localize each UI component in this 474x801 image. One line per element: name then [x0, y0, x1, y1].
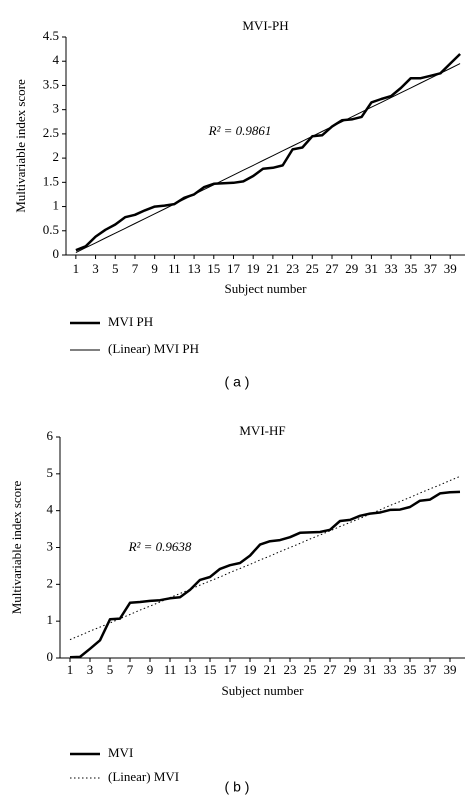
y-axis-title: Multivariable index score [13, 79, 28, 213]
x-tick-label: 1 [73, 261, 80, 276]
x-tick-label: 3 [92, 261, 99, 276]
x-tick-label: 35 [404, 662, 417, 677]
y-tick-label: 0 [53, 246, 60, 261]
y-tick-label: 1 [47, 612, 54, 627]
caption: ( a ) [225, 374, 250, 390]
x-tick-label: 19 [247, 261, 260, 276]
y-tick-label: 3 [47, 538, 54, 553]
series-line [75, 63, 461, 254]
x-tick-label: 31 [364, 662, 377, 677]
y-tick-label: 4 [47, 502, 54, 517]
x-axis-title: Subject number [222, 683, 305, 698]
x-tick-label: 39 [444, 662, 457, 677]
x-tick-label: 9 [151, 261, 158, 276]
caption: ( b ) [225, 779, 250, 795]
x-tick-label: 13 [188, 261, 201, 276]
x-tick-label: 37 [424, 662, 438, 677]
chart-title: MVI-HF [239, 423, 285, 438]
y-tick-label: 4 [53, 52, 60, 67]
y-tick-label: 2 [47, 575, 54, 590]
y-tick-label: 5 [47, 465, 54, 480]
x-tick-label: 11 [164, 662, 177, 677]
y-tick-label: 0 [47, 649, 54, 664]
x-tick-label: 37 [424, 261, 438, 276]
x-tick-label: 17 [227, 261, 241, 276]
x-tick-label: 33 [385, 261, 398, 276]
x-tick-label: 25 [306, 261, 319, 276]
x-tick-label: 13 [184, 662, 197, 677]
x-tick-label: 7 [127, 662, 134, 677]
y-tick-label: 2.5 [43, 125, 59, 140]
x-tick-label: 5 [112, 261, 119, 276]
x-tick-label: 1 [67, 662, 74, 677]
x-axis-title: Subject number [225, 281, 308, 296]
x-tick-label: 9 [147, 662, 154, 677]
x-tick-label: 19 [244, 662, 257, 677]
annotation: R² = 0.9638 [128, 539, 192, 554]
x-tick-label: 11 [168, 261, 181, 276]
annotation: R² = 0.9861 [208, 123, 272, 138]
y-tick-label: 6 [47, 428, 54, 443]
x-tick-label: 5 [107, 662, 114, 677]
x-tick-label: 33 [384, 662, 397, 677]
series-line [69, 475, 461, 641]
x-tick-label: 27 [326, 261, 340, 276]
x-tick-label: 21 [264, 662, 277, 677]
x-tick-label: 29 [345, 261, 358, 276]
y-tick-label: 3.5 [43, 76, 59, 91]
x-tick-label: 25 [304, 662, 317, 677]
chart-title: MVI-PH [242, 18, 288, 33]
x-tick-label: 21 [266, 261, 279, 276]
y-tick-label: 4.5 [43, 28, 59, 43]
legend-label: (Linear) MVI PH [108, 341, 199, 356]
y-tick-label: 0.5 [43, 222, 59, 237]
series-line [69, 490, 461, 659]
y-tick-label: 2 [53, 149, 60, 164]
x-tick-label: 23 [286, 261, 299, 276]
legend-label: (Linear) MVI [108, 769, 179, 784]
x-tick-label: 17 [224, 662, 238, 677]
x-tick-label: 31 [365, 261, 378, 276]
x-tick-label: 23 [284, 662, 297, 677]
x-tick-label: 39 [444, 261, 457, 276]
legend-label: MVI PH [108, 314, 153, 329]
x-tick-label: 7 [132, 261, 139, 276]
series-line [75, 53, 461, 252]
y-tick-label: 3 [53, 101, 60, 116]
y-tick-label: 1 [53, 198, 60, 213]
x-tick-label: 35 [404, 261, 417, 276]
x-tick-label: 27 [324, 662, 338, 677]
y-tick-label: 1.5 [43, 173, 59, 188]
x-tick-label: 15 [204, 662, 217, 677]
y-axis-title: Multivariable index score [9, 480, 24, 614]
x-tick-label: 15 [207, 261, 220, 276]
x-tick-label: 29 [344, 662, 357, 677]
legend-label: MVI [108, 745, 133, 760]
x-tick-label: 3 [87, 662, 94, 677]
